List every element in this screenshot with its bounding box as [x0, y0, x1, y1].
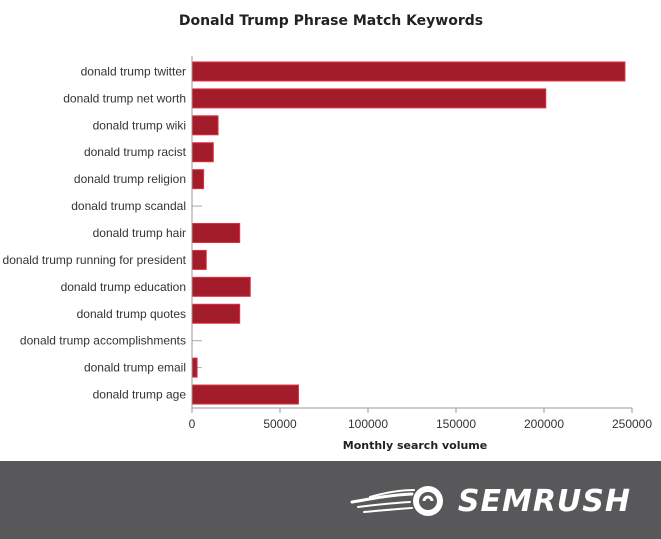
bar: [191, 303, 241, 324]
footer: SEMRUSH: [0, 461, 661, 539]
bar: [191, 169, 205, 190]
category-label: donald trump hair: [93, 226, 186, 240]
category-label: donald trump twitter: [81, 64, 186, 78]
x-axis-ticks: 0 50000 100000 150000 200000 250000: [189, 408, 652, 431]
x-tick-label: 100000: [348, 417, 388, 431]
bar-chart: Donald Trump Phrase Match Keywords donal…: [0, 13, 652, 452]
bar: [191, 88, 547, 109]
category-label: donald trump email: [84, 361, 186, 375]
category-labels: donald trump twitter donald trump net wor…: [0, 64, 187, 401]
category-label: donald trump age: [93, 388, 187, 402]
category-label: donald trump wiki: [93, 118, 186, 132]
bar: [191, 249, 207, 270]
bar: [191, 142, 214, 163]
brand-logo[interactable]: SEMRUSH: [350, 481, 631, 521]
category-label: donald trump religion: [74, 172, 186, 186]
x-tick-label: 50000: [263, 417, 297, 431]
bar: [191, 115, 219, 136]
bar: [191, 384, 299, 405]
category-label: donald trump quotes: [77, 307, 186, 321]
bars-group: [191, 61, 626, 405]
category-label: donald trump net worth: [63, 91, 186, 105]
semrush-fireball-icon: [350, 486, 443, 516]
category-label: donald trump education: [61, 280, 186, 294]
bar: [191, 61, 626, 82]
bar: [191, 223, 241, 243]
category-label: donald trump accomplishments: [20, 334, 186, 348]
category-label: donald trump scandal: [71, 199, 186, 213]
category-label: donald trump racist: [84, 145, 187, 159]
x-tick-label: 250000: [612, 417, 652, 431]
category-label: is donald trump running for president: [0, 253, 187, 267]
x-axis-title: Monthly search volume: [343, 439, 487, 452]
bar: [191, 357, 198, 378]
chart-title: Donald Trump Phrase Match Keywords: [179, 13, 483, 29]
brand-wordmark: SEMRUSH: [457, 483, 631, 519]
x-tick-label: 0: [189, 417, 196, 431]
x-tick-label: 200000: [524, 417, 564, 431]
bar: [191, 276, 251, 297]
x-tick-label: 150000: [436, 417, 476, 431]
